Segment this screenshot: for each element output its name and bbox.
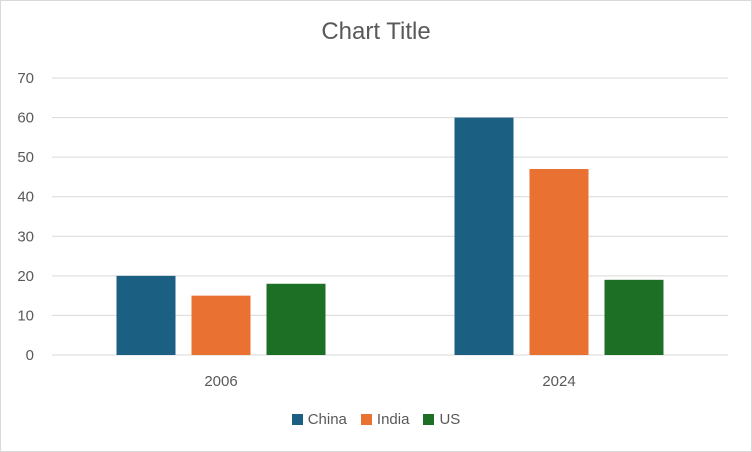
legend-label: China — [307, 411, 347, 428]
bar-india-2006 — [191, 295, 251, 355]
y-tick-label: 70 — [17, 70, 34, 87]
bar-china-2024 — [454, 117, 514, 355]
bar-china-2006 — [116, 275, 176, 355]
y-tick-label: 0 — [26, 347, 34, 364]
legend-item-us: US — [423, 411, 460, 428]
y-tick-label: 10 — [17, 307, 34, 324]
x-tick-label: 2006 — [204, 373, 237, 390]
y-tick-label: 40 — [17, 189, 34, 206]
legend-label: US — [439, 411, 461, 428]
x-tick-label: 2024 — [542, 373, 575, 390]
legend-item-china: China — [291, 411, 347, 428]
legend-swatch — [360, 414, 372, 425]
y-tick-label: 30 — [17, 228, 34, 245]
y-tick-label: 50 — [17, 149, 34, 166]
legend: China India US — [0, 411, 752, 428]
legend-swatch — [423, 414, 435, 425]
legend-item-india: India — [360, 411, 410, 428]
y-tick-label: 20 — [17, 268, 34, 285]
bar-india-2024 — [529, 169, 589, 355]
chart-title: Chart Title — [321, 18, 431, 45]
legend-label: India — [376, 411, 410, 428]
bar-us-2024 — [604, 279, 664, 355]
bar-us-2006 — [266, 283, 326, 355]
y-tick-label: 60 — [17, 110, 34, 127]
legend-swatch — [291, 414, 303, 425]
